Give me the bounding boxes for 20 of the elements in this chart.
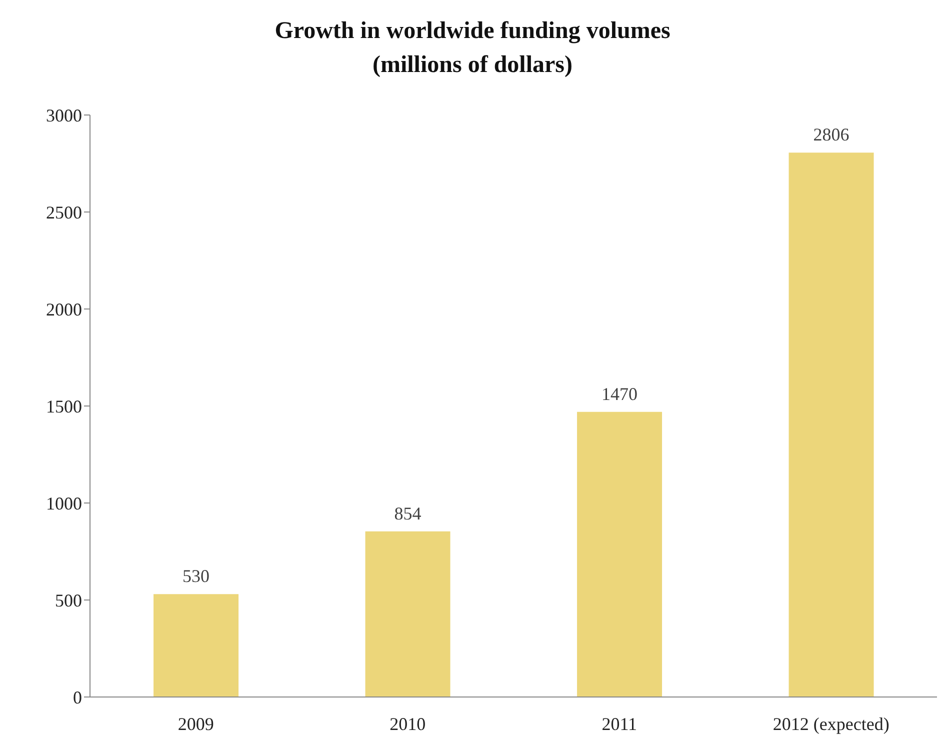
y-tick-label: 1500: [46, 396, 82, 416]
y-tick-label: 500: [55, 590, 82, 610]
y-tick-label: 2000: [46, 299, 82, 320]
data-label: 1470: [602, 384, 638, 404]
bar: [365, 531, 450, 697]
x-tick-label: 2009: [178, 714, 214, 734]
chart-title: Growth in worldwide funding volumes (millions of dollars): [274, 17, 672, 80]
x-tick-label: 2010: [390, 714, 426, 734]
bar: [788, 152, 874, 697]
data-label: 530: [182, 566, 210, 586]
data-label: 2806: [813, 124, 850, 145]
y-tick-label: 2500: [46, 202, 82, 222]
x-tick-label: 2012 (expected): [772, 714, 890, 734]
y-tick-label: 3000: [46, 105, 82, 126]
x-tick-label: 2011: [602, 714, 638, 734]
y-tick-label: 0: [73, 687, 82, 708]
data-label: 854: [394, 503, 422, 524]
bar: [154, 594, 239, 697]
bar: [577, 412, 662, 697]
y-tick-label: 1000: [46, 493, 82, 514]
